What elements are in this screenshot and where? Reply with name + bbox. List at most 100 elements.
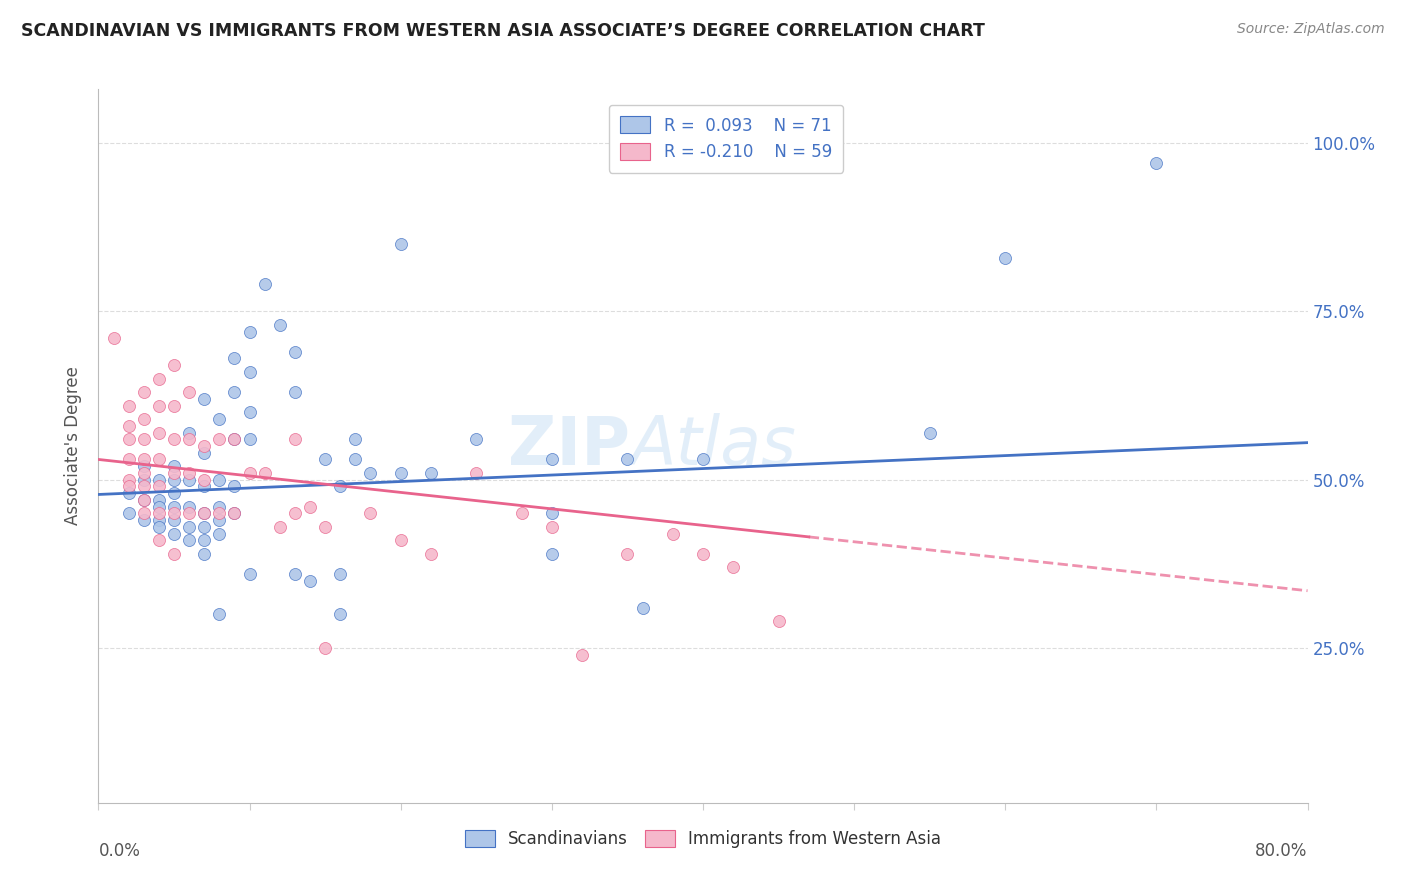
Point: [239, 405, 262, 419]
Point: [389, 237, 412, 252]
Point: [284, 385, 307, 400]
Point: [163, 547, 186, 561]
Point: [239, 566, 262, 581]
Point: [163, 432, 186, 446]
Point: [148, 473, 170, 487]
Point: [148, 372, 170, 386]
Point: [148, 492, 170, 507]
Point: [193, 547, 215, 561]
Point: [389, 533, 412, 548]
Point: [723, 560, 745, 574]
Point: [163, 358, 186, 372]
Point: [163, 473, 186, 487]
Text: SCANDINAVIAN VS IMMIGRANTS FROM WESTERN ASIA ASSOCIATE’S DEGREE CORRELATION CHAR: SCANDINAVIAN VS IMMIGRANTS FROM WESTERN …: [21, 22, 986, 40]
Point: [132, 513, 155, 527]
Point: [616, 547, 638, 561]
Point: [118, 452, 141, 467]
Point: [239, 466, 262, 480]
Point: [193, 439, 215, 453]
Point: [148, 506, 170, 520]
Point: [193, 446, 215, 460]
Point: [344, 432, 367, 446]
Point: [179, 425, 201, 440]
Point: [661, 526, 683, 541]
Point: [314, 640, 336, 655]
Point: [208, 473, 231, 487]
Point: [540, 547, 562, 561]
Point: [148, 533, 170, 548]
Point: [239, 365, 262, 379]
Point: [420, 547, 443, 561]
Point: [269, 318, 291, 332]
Point: [179, 506, 201, 520]
Point: [179, 520, 201, 534]
Point: [132, 412, 155, 426]
Point: [284, 344, 307, 359]
Point: [1144, 156, 1167, 170]
Point: [420, 466, 443, 480]
Point: [163, 500, 186, 514]
Point: [118, 418, 141, 433]
Point: [132, 492, 155, 507]
Point: [540, 520, 562, 534]
Point: [103, 331, 125, 345]
Point: [118, 473, 141, 487]
Text: ZIP: ZIP: [509, 413, 630, 479]
Text: 80.0%: 80.0%: [1256, 842, 1308, 860]
Point: [208, 526, 231, 541]
Point: [329, 479, 352, 493]
Point: [314, 452, 336, 467]
Point: [224, 432, 246, 446]
Point: [208, 412, 231, 426]
Point: [994, 251, 1017, 265]
Point: [148, 520, 170, 534]
Point: [193, 479, 215, 493]
Point: [208, 500, 231, 514]
Point: [132, 479, 155, 493]
Point: [118, 479, 141, 493]
Point: [314, 520, 336, 534]
Point: [329, 566, 352, 581]
Point: [918, 425, 941, 440]
Point: [465, 432, 488, 446]
Point: [360, 506, 382, 520]
Point: [179, 466, 201, 480]
Point: [224, 479, 246, 493]
Point: [132, 466, 155, 480]
Point: [179, 385, 201, 400]
Point: [179, 432, 201, 446]
Point: [193, 533, 215, 548]
Point: [510, 506, 533, 520]
Point: [163, 526, 186, 541]
Point: [224, 351, 246, 366]
Point: [132, 492, 155, 507]
Point: [208, 513, 231, 527]
Point: [299, 500, 322, 514]
Point: [253, 277, 276, 292]
Point: [193, 506, 215, 520]
Point: [239, 432, 262, 446]
Point: [284, 506, 307, 520]
Point: [284, 566, 307, 581]
Point: [284, 432, 307, 446]
Point: [239, 325, 262, 339]
Point: [179, 500, 201, 514]
Point: [344, 452, 367, 467]
Y-axis label: Associate's Degree: Associate's Degree: [65, 367, 83, 525]
Point: [224, 506, 246, 520]
Point: [692, 452, 714, 467]
Point: [224, 432, 246, 446]
Text: Atlas: Atlas: [630, 413, 796, 479]
Point: [148, 452, 170, 467]
Point: [118, 506, 141, 520]
Point: [269, 520, 291, 534]
Text: Source: ZipAtlas.com: Source: ZipAtlas.com: [1237, 22, 1385, 37]
Point: [224, 506, 246, 520]
Point: [132, 452, 155, 467]
Point: [193, 392, 215, 406]
Point: [132, 506, 155, 520]
Point: [692, 547, 714, 561]
Point: [132, 432, 155, 446]
Point: [329, 607, 352, 622]
Point: [179, 533, 201, 548]
